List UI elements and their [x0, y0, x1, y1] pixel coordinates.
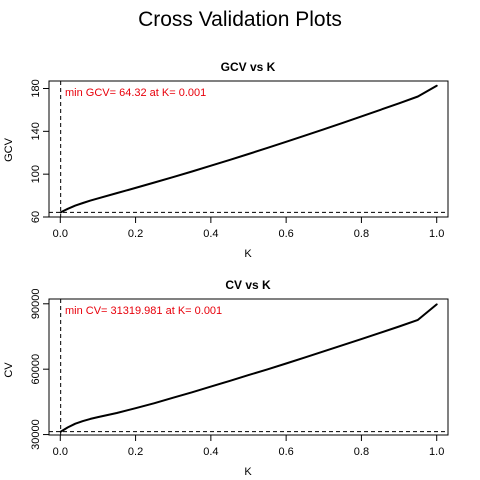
cv-y-axis-label: CV [3, 362, 15, 378]
cv-y-tick-label: 60000 [30, 354, 42, 385]
cv-panel: CV vs K K CV min CV= 31319.981 at K= 0.0… [3, 278, 449, 478]
cv-x-tick-label: 0.8 [354, 446, 369, 458]
gcv-panel-title: GCV vs K [221, 60, 276, 74]
gcv-x-tick-label: 0.4 [203, 228, 218, 240]
cv-x-axis-label: K [244, 466, 252, 478]
gcv-y-tick-label: 60 [30, 211, 42, 223]
gcv-y-tick-label: 100 [30, 165, 42, 183]
cv-y-tick-label: 90000 [30, 288, 42, 319]
gcv-y-tick-label: 140 [30, 122, 42, 140]
cv-plot-frame [48, 298, 449, 436]
gcv-x-tick-label: 0.0 [53, 228, 68, 240]
gcv-x-tick-label: 0.2 [128, 228, 143, 240]
gcv-plot-frame [48, 80, 449, 218]
gcv-y-tick-label: 180 [30, 79, 42, 97]
cv-x-tick-label: 0.6 [278, 446, 293, 458]
gcv-x-tick-label: 0.6 [278, 228, 293, 240]
cv-x-tick-label: 1.0 [429, 446, 444, 458]
gcv-min-annotation: min GCV= 64.32 at K= 0.001 [65, 87, 206, 99]
gcv-y-axis-label: GCV [3, 137, 15, 162]
gcv-x-tick-label: 0.8 [354, 228, 369, 240]
gcv-x-axis-label: K [244, 248, 252, 260]
cv-x-tick-label: 0.0 [53, 446, 68, 458]
main-title: Cross Validation Plots [138, 8, 342, 31]
cv-x-tick-label: 0.2 [128, 446, 143, 458]
gcv-x-tick-label: 1.0 [429, 228, 444, 240]
cv-min-annotation: min CV= 31319.981 at K= 0.001 [65, 305, 222, 317]
cv-panel-title: CV vs K [225, 278, 271, 292]
gcv-curve [59, 84, 438, 214]
cv-y-tick-label: 30000 [30, 419, 42, 450]
cv-x-tick-label: 0.4 [203, 446, 218, 458]
gcv-panel: GCV vs K K GCV min GCV= 64.32 at K= 0.00… [3, 60, 449, 260]
cv-curve [59, 303, 438, 433]
